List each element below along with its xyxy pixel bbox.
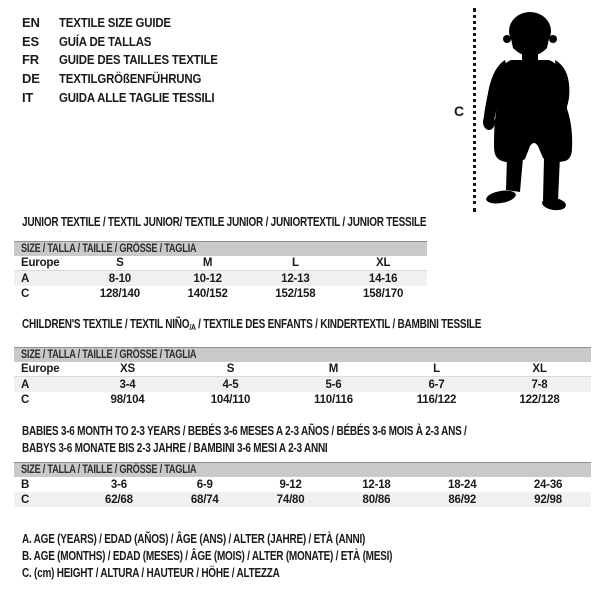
size-cell: 158/170 bbox=[363, 287, 404, 300]
size-cell: 122/128 bbox=[519, 393, 560, 406]
size-header-label: SIZE / TALLA / TAILLE / GRÖSSE / TAGLIA bbox=[21, 464, 197, 476]
size-cell: M bbox=[328, 363, 339, 375]
table-row-height: C 128/140 140/152 152/158 158/170 bbox=[14, 286, 427, 301]
note-line-a: A. AGE (YEARS) / EDAD (AÑOS) / ÂGE (ANS)… bbox=[22, 532, 366, 546]
size-cell: 68/74 bbox=[190, 493, 219, 506]
size-cell: 12-13 bbox=[281, 272, 310, 285]
size-cell: 110/116 bbox=[314, 393, 353, 406]
row-label-cell: Europe bbox=[21, 257, 60, 269]
size-cell: XL bbox=[532, 363, 547, 375]
size-header-band: SIZE / TALLA / TAILLE / GRÖSSE / TAGLIA bbox=[14, 347, 591, 362]
language-row: ES GUÍA DE TALLAS bbox=[22, 32, 239, 51]
language-code: DE bbox=[22, 71, 40, 87]
junior-section-title: JUNIOR TEXTILE / TEXTIL JUNIOR/ TEXTILE … bbox=[22, 215, 427, 229]
row-label-cell: C bbox=[21, 393, 30, 406]
size-cell: 9-12 bbox=[279, 478, 302, 491]
size-header-band: SIZE / TALLA / TAILLE / GRÖSSE / TAGLIA bbox=[14, 241, 427, 256]
children-title-suffix: / TEXTILE DES ENFANTS / KINDERTEXTIL / B… bbox=[195, 317, 482, 331]
table-row-height: C 62/68 68/74 74/80 80/86 86/92 92/98 bbox=[14, 492, 591, 507]
table-row-age: A 8-10 10-12 12-13 14-16 bbox=[14, 271, 427, 286]
size-cell: 18-24 bbox=[448, 478, 477, 491]
language-label: GUIDA ALLE TAGLIE TESSILI bbox=[59, 90, 215, 106]
size-cell: 24-36 bbox=[533, 478, 563, 491]
language-label: TEXTILGRÖßENFÜHRUNG bbox=[59, 71, 202, 87]
size-header-label: SIZE / TALLA / TAILLE / GRÖSSE / TAGLIA bbox=[21, 349, 197, 361]
row-label-cell: A bbox=[21, 378, 30, 391]
row-label-cell: Europe bbox=[21, 363, 60, 375]
size-cell: 98/104 bbox=[110, 393, 145, 406]
size-cell: 14-16 bbox=[368, 272, 398, 285]
language-code: EN bbox=[22, 14, 40, 30]
size-header-label: SIZE / TALLA / TAILLE / GRÖSSE / TAGLIA bbox=[21, 243, 197, 255]
language-row: EN TEXTILE SIZE GUIDE bbox=[22, 13, 239, 32]
size-cell: 6-7 bbox=[428, 378, 445, 391]
language-label: GUÍA DE TALLAS bbox=[59, 33, 152, 49]
language-row: FR GUIDE DES TAILLES TEXTILE bbox=[22, 51, 239, 70]
size-cell: 8-10 bbox=[108, 272, 131, 285]
row-label-cell: C bbox=[21, 493, 30, 506]
size-cell: 92/98 bbox=[534, 493, 562, 506]
babies-size-table: SIZE / TALLA / TAILLE / GRÖSSE / TAGLIA … bbox=[14, 462, 591, 507]
table-row-age: A 3-4 4-5 5-6 6-7 7-8 bbox=[14, 377, 591, 392]
junior-size-table: SIZE / TALLA / TAILLE / GRÖSSE / TAGLIA … bbox=[14, 241, 427, 301]
language-label: TEXTILE SIZE GUIDE bbox=[59, 14, 171, 30]
babies-section-title: BABIES 3-6 MONTH TO 2-3 YEARS / BEBÉS 3-… bbox=[22, 423, 467, 457]
language-row: IT GUIDA ALLE TAGLIE TESSILI bbox=[22, 88, 239, 107]
language-code: IT bbox=[22, 90, 34, 106]
language-row: DE TEXTILGRÖßENFÜHRUNG bbox=[22, 69, 239, 88]
children-title-subscript: /A bbox=[189, 322, 196, 332]
children-size-table: SIZE / TALLA / TAILLE / GRÖSSE / TAGLIA … bbox=[14, 347, 591, 407]
size-cell: 7-8 bbox=[531, 378, 548, 391]
size-cell: 104/110 bbox=[210, 393, 251, 406]
table-row-europe: Europe XS S M L XL bbox=[14, 362, 591, 377]
height-label-c: C bbox=[454, 103, 465, 119]
size-cell: 4-5 bbox=[222, 378, 239, 391]
children-title-prefix: CHILDREN'S TEXTILE / TEXTIL NIÑO bbox=[22, 317, 190, 331]
size-cell: 3-6 bbox=[110, 478, 127, 491]
height-dotted-line bbox=[473, 8, 476, 212]
size-cell: 6-9 bbox=[196, 478, 213, 491]
children-section-title: CHILDREN'S TEXTILE / TEXTIL NIÑO/A / TEX… bbox=[22, 317, 481, 332]
size-cell: 10-12 bbox=[193, 272, 222, 285]
size-cell: 86/92 bbox=[448, 493, 477, 506]
size-cell: XS bbox=[120, 363, 135, 375]
size-cell: S bbox=[116, 257, 124, 269]
row-label-cell: B bbox=[21, 478, 30, 491]
legend-notes: A. AGE (YEARS) / EDAD (AÑOS) / ÂGE (ANS)… bbox=[22, 531, 485, 583]
language-code: ES bbox=[22, 33, 39, 49]
size-cell: 12-18 bbox=[362, 478, 391, 491]
size-cell: XL bbox=[375, 257, 391, 269]
size-cell: 152/158 bbox=[275, 287, 316, 300]
toddler-silhouette-icon bbox=[483, 12, 573, 211]
size-cell: 140/152 bbox=[187, 287, 228, 300]
table-row-height: C 98/104 104/110 110/116 116/122 122/128 bbox=[14, 392, 591, 407]
language-label: GUIDE DES TAILLES TEXTILE bbox=[59, 52, 218, 68]
size-cell: 62/68 bbox=[105, 493, 133, 506]
size-cell: L bbox=[291, 257, 299, 269]
row-label-cell: C bbox=[21, 287, 30, 300]
size-cell: 128/140 bbox=[99, 287, 140, 300]
size-cell: 74/80 bbox=[276, 493, 305, 506]
note-line-c: C. (cm) HEIGHT / ALTURA / HAUTEUR / HÖHE… bbox=[22, 566, 280, 581]
table-row-europe: Europe S M L XL bbox=[14, 256, 427, 271]
size-cell: 3-4 bbox=[119, 378, 136, 391]
size-cell: 116/122 bbox=[416, 393, 457, 406]
size-cell: 5-6 bbox=[325, 378, 342, 391]
row-label-cell: A bbox=[21, 272, 30, 285]
size-header-band: SIZE / TALLA / TAILLE / GRÖSSE / TAGLIA bbox=[14, 462, 591, 477]
babies-title-line1: BABIES 3-6 MONTH TO 2-3 YEARS / BEBÉS 3-… bbox=[22, 424, 467, 438]
language-code: FR bbox=[22, 52, 39, 68]
babies-title-line2: BABYS 3-6 MONATE BIS 2-3 JAHRE / BAMBINI… bbox=[22, 441, 328, 455]
language-header: EN TEXTILE SIZE GUIDE ES GUÍA DE TALLAS … bbox=[22, 13, 239, 107]
size-cell: S bbox=[226, 363, 235, 375]
size-cell: M bbox=[202, 257, 213, 269]
table-row-age-months: B 3-6 6-9 9-12 12-18 18-24 24-36 bbox=[14, 477, 591, 492]
size-cell: L bbox=[433, 363, 440, 375]
size-cell: 80/86 bbox=[362, 493, 391, 506]
note-line-b: B. AGE (MONTHS) / EDAD (MESES) / ÂGE (MO… bbox=[22, 549, 393, 564]
